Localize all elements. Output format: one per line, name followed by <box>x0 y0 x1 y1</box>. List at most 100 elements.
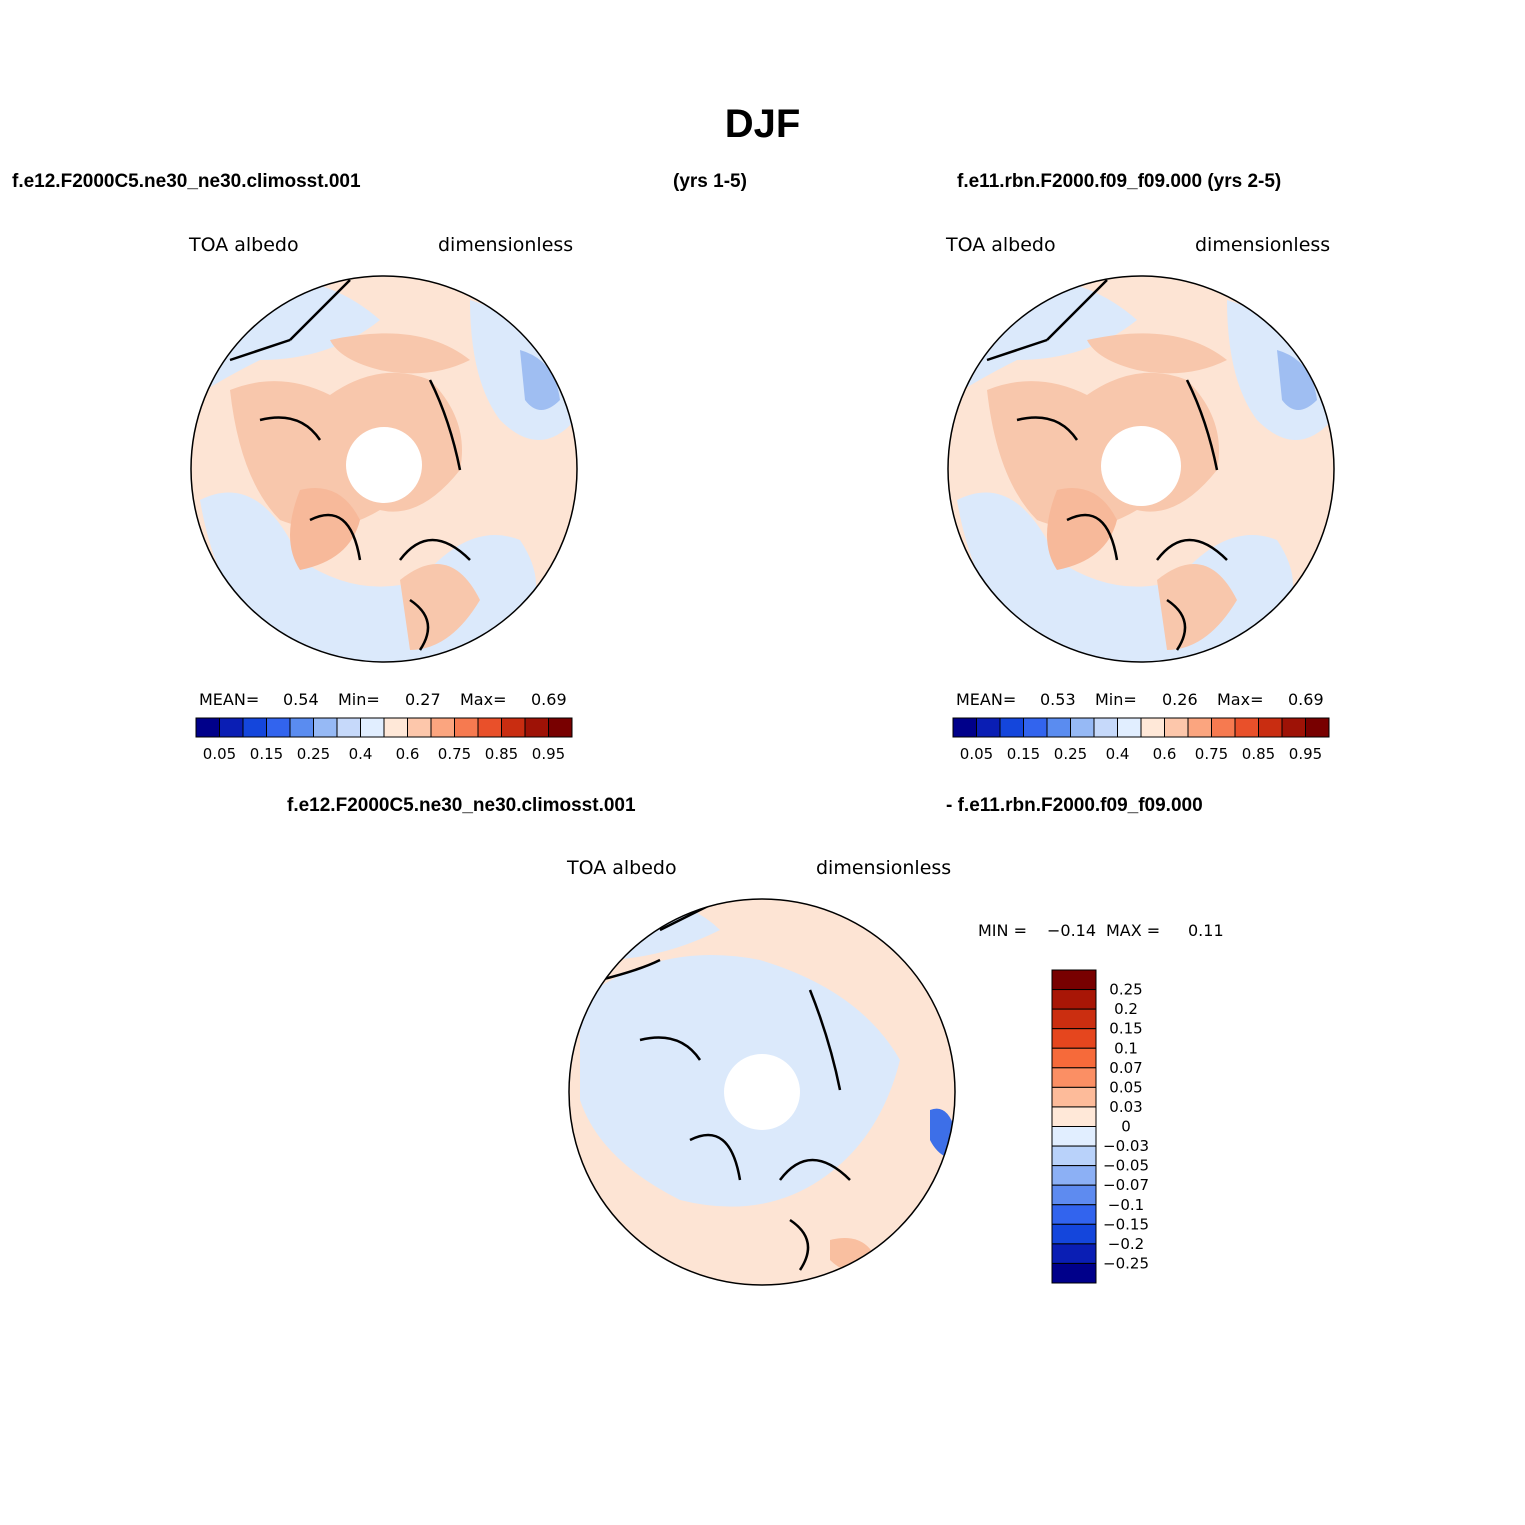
colorbar-panel2: 0.05 0.15 0.25 0.4 0.6 0.75 0.85 0.95 <box>952 717 1330 763</box>
panel2-variable-label: TOA albedo <box>946 234 1056 256</box>
map1-siberia <box>330 333 470 374</box>
colorbar1-swatch-15 <box>548 717 573 738</box>
colorbar3-tick-label: −0.07 <box>1103 1176 1149 1194</box>
colorbar1-swatch-14 <box>524 717 549 738</box>
panel3-max-value: 0.11 <box>1188 921 1224 940</box>
colorbar1-tick-label: 0.4 <box>349 745 373 763</box>
panel2-min-label: Min= <box>1095 690 1137 709</box>
colorbar1-swatch-0 <box>195 717 220 738</box>
panel1-variable-label: TOA albedo <box>189 234 299 256</box>
colorbar2-tick-label: 0.85 <box>1242 745 1275 763</box>
colorbar2-tick-label: 0.95 <box>1289 745 1322 763</box>
map-panel1 <box>190 275 578 663</box>
colorbar3-swatch-9 <box>1051 1145 1097 1167</box>
colorbar1-swatch-9 <box>407 717 432 738</box>
colorbar3-swatch-1 <box>1051 989 1097 1010</box>
colorbar2-tick-label: 0.6 <box>1153 745 1177 763</box>
colorbar3-swatch-12 <box>1051 1204 1097 1225</box>
colorbar2-swatch-14 <box>1281 717 1306 738</box>
panel1-min-label: Min= <box>338 690 380 709</box>
colorbar3-tick-label: −0.05 <box>1103 1157 1149 1175</box>
panel2-mean-value: 0.53 <box>1040 690 1076 709</box>
colorbar1-tick-label: 0.25 <box>297 745 330 763</box>
map3-coastlines <box>599 899 851 1271</box>
panel1-units-label: dimensionless <box>438 234 574 256</box>
figure-title: DJF <box>724 102 801 146</box>
colorbar3-swatch-11 <box>1051 1184 1097 1206</box>
colorbar1-swatch-4 <box>289 717 314 738</box>
map2-border <box>947 275 1335 663</box>
colorbar3-swatch-5 <box>1051 1067 1097 1088</box>
panel1-header-left: f.e12.F2000C5.ne30_ne30.climosst.001 <box>12 171 361 192</box>
colorbar3-tick-label: −0.2 <box>1108 1235 1144 1253</box>
colorbar1-swatch-1 <box>219 717 244 738</box>
colorbar2-swatch-0 <box>952 717 977 738</box>
colorbar3-swatch-3 <box>1051 1028 1097 1049</box>
colorbar3-tick-label: 0.03 <box>1109 1098 1142 1116</box>
colorbar2-swatch-11 <box>1211 717 1236 738</box>
panel1-mean-label: MEAN= <box>199 690 260 709</box>
colorbar3-swatch-2 <box>1051 1008 1097 1030</box>
colorbar2-swatch-8 <box>1140 717 1165 738</box>
colorbar2-swatch-7 <box>1117 717 1142 738</box>
map2-pole-hole <box>1101 426 1181 506</box>
colorbar3-tick-label: −0.03 <box>1103 1137 1149 1155</box>
colorbar1-swatch-10 <box>430 717 455 738</box>
colorbar2-swatch-1 <box>976 717 1001 738</box>
colorbar3-tick-label: −0.1 <box>1108 1196 1144 1214</box>
map-panel3 <box>568 898 956 1286</box>
panel2-min-value: 0.26 <box>1162 690 1198 709</box>
panel3-variable-label: TOA albedo <box>567 857 677 879</box>
colorbar2-tick-label: 0.75 <box>1195 745 1228 763</box>
colorbar2-swatch-5 <box>1070 717 1095 738</box>
colorbar3-tick-label: 0.05 <box>1109 1078 1142 1096</box>
colorbar3-swatch-13 <box>1051 1223 1097 1245</box>
colorbar3-tick-label: 0.2 <box>1114 1000 1138 1018</box>
map2-region-blue-patch <box>1277 350 1317 410</box>
colorbar1-swatch-7 <box>360 717 385 738</box>
colorbar3-swatch-4 <box>1051 1047 1097 1069</box>
colorbar2-tick-label: 0.25 <box>1054 745 1087 763</box>
map2-scandinavia <box>1157 564 1237 650</box>
colorbar1-swatch-3 <box>266 717 291 738</box>
colorbar2-tick-label: 0.15 <box>1007 745 1040 763</box>
colorbar3-swatch-10 <box>1051 1165 1097 1186</box>
colorbar3-swatch-0 <box>1051 969 1097 991</box>
colorbar-panel1: 0.05 0.15 0.25 0.4 0.6 0.75 0.85 0.95 <box>195 717 573 763</box>
panel1-min-value: 0.27 <box>405 690 441 709</box>
panel2-header: f.e11.rbn.F2000.f09_f09.000 (yrs 2-5) <box>957 171 1282 192</box>
colorbar2-tick-label: 0.4 <box>1106 745 1130 763</box>
colorbar1-tick-label: 0.75 <box>438 745 471 763</box>
panel3-header-left: f.e12.F2000C5.ne30_ne30.climosst.001 <box>287 795 636 816</box>
colorbar1-swatch-2 <box>242 717 267 738</box>
panel3-units-label: dimensionless <box>816 857 952 879</box>
colorbar3-swatch-15 <box>1051 1262 1097 1284</box>
colorbar2-swatch-2 <box>999 717 1024 738</box>
colorbar3-swatch-8 <box>1051 1126 1097 1147</box>
colorbar3-tick-label: 0.15 <box>1109 1020 1142 1038</box>
colorbar2-swatch-4 <box>1046 717 1071 738</box>
panel3-min-value: −0.14 <box>1047 921 1097 940</box>
colorbar3-tick-label: −0.25 <box>1103 1254 1149 1272</box>
colorbar1-tick-label: 0.85 <box>485 745 518 763</box>
map2-siberia <box>1087 333 1227 374</box>
colorbar1-tick-label: 0.6 <box>396 745 420 763</box>
map3-pole-hole <box>724 1054 800 1130</box>
colorbar2-swatch-10 <box>1187 717 1212 738</box>
colorbar2-swatch-15 <box>1305 717 1330 738</box>
panel3-min-label: MIN = <box>978 921 1027 940</box>
map1-greenland <box>290 488 360 570</box>
map2-coastlines <box>986 279 1228 651</box>
panel1-header-right: (yrs 1-5) <box>673 171 747 192</box>
colorbar2-swatch-3 <box>1023 717 1048 738</box>
colorbar1-swatch-13 <box>501 717 526 738</box>
colorbar1-swatch-5 <box>313 717 338 738</box>
colorbar3-tick-label: 0.25 <box>1109 981 1142 999</box>
panel2-max-label: Max= <box>1217 690 1264 709</box>
panel3-max-label: MAX = <box>1106 921 1161 940</box>
map1-border <box>190 275 578 663</box>
colorbar2-swatch-6 <box>1093 717 1118 738</box>
map2-greenland <box>1047 488 1117 570</box>
colorbar1-tick-label: 0.95 <box>532 745 565 763</box>
